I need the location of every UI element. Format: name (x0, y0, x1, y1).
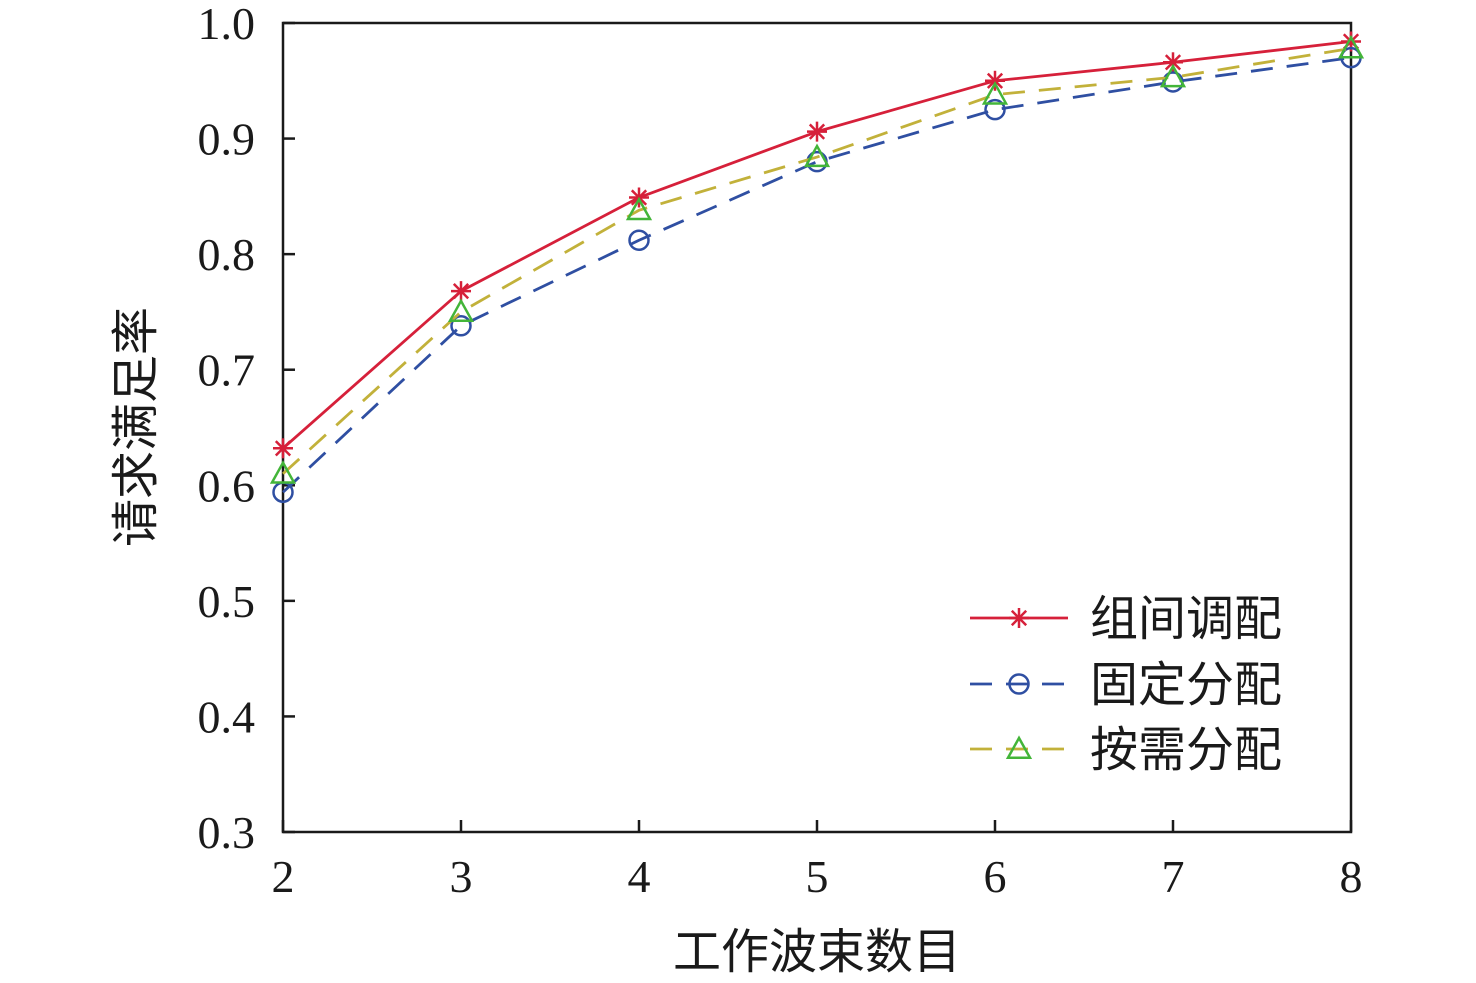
x-axis-title: 工作波束数目 (673, 924, 961, 980)
series-0 (273, 31, 1361, 459)
legend-label: 固定分配 (1090, 657, 1282, 713)
y-tick-label: 0.4 (198, 691, 256, 742)
y-axis-title: 请求满足率 (108, 307, 164, 547)
data-point (803, 143, 831, 168)
data-point (1337, 34, 1365, 59)
y-tick-label: 1.0 (198, 0, 256, 49)
data-point (981, 81, 1009, 105)
y-tick-label: 0.7 (198, 345, 256, 396)
legend-marker (1005, 735, 1033, 760)
data-point (447, 298, 475, 322)
data-point (628, 229, 650, 252)
x-tick-label: 7 (1162, 851, 1185, 902)
data-point (1162, 71, 1184, 93)
x-tick-label: 5 (806, 851, 829, 902)
data-point (625, 196, 653, 221)
y-tick-label: 0.8 (198, 229, 256, 280)
x-tick-label: 4 (628, 851, 651, 902)
x-tick-label: 6 (984, 851, 1007, 902)
data-point (1163, 52, 1183, 73)
series-line (282, 47, 1352, 475)
data-point (273, 438, 293, 459)
x-tick-label: 2 (272, 851, 295, 902)
y-tick-label: 0.9 (198, 114, 256, 165)
data-point (985, 70, 1005, 91)
legend-marker (1009, 608, 1029, 628)
data-point (1159, 63, 1187, 88)
y-tick-label: 0.3 (198, 807, 256, 858)
data-point (806, 150, 828, 173)
series-2 (269, 34, 1365, 484)
data-point (807, 121, 827, 142)
series-layer (269, 31, 1365, 503)
data-point (984, 98, 1006, 121)
series-line (282, 40, 1352, 450)
data-point (269, 460, 297, 484)
y-tick-label: 0.6 (198, 460, 256, 511)
series-1 (272, 46, 1362, 503)
legend-item: 组间调配 (970, 591, 1282, 647)
y-tick-label: 0.5 (198, 576, 256, 627)
x-tick-label: 8 (1340, 851, 1363, 902)
x-tick-label: 3 (450, 851, 473, 902)
legend-item: 固定分配 (970, 657, 1282, 713)
data-point (451, 281, 471, 302)
legend-label: 组间调配 (1090, 591, 1282, 647)
legend-item: 按需分配 (970, 722, 1282, 778)
data-point (450, 315, 472, 337)
legend-marker (1008, 673, 1030, 695)
axis-ticks: 2 3 4 5 6 7 8 0.3 0.4 0.5 0.6 0.7 0.8 0.9 1.0 (198, 0, 1363, 902)
legend-label: 按需分配 (1090, 722, 1282, 778)
